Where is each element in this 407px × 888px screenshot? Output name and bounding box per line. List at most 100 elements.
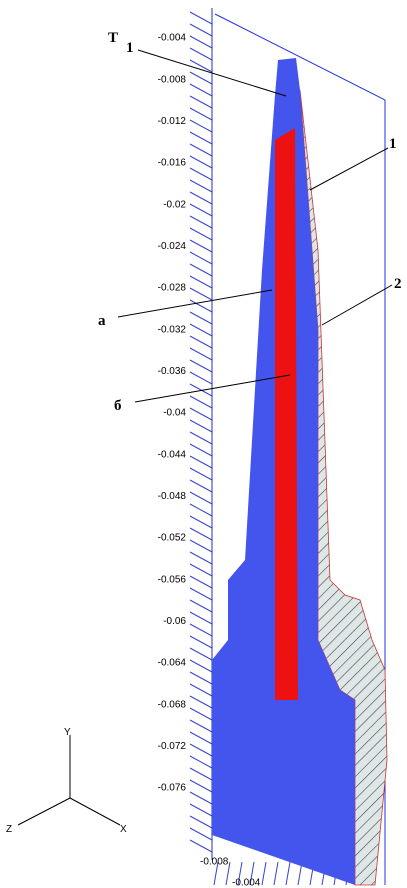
hatch-line [189, 395, 213, 409]
hatch-line [189, 779, 213, 793]
hatch-line [189, 131, 213, 145]
hatch-line [189, 11, 213, 25]
hatch-line [189, 59, 213, 73]
hatch-line [189, 107, 213, 121]
hatch-line [189, 503, 213, 517]
hatch-line [189, 827, 213, 841]
axis-label: -0.052 [158, 533, 187, 544]
hatch-line [189, 671, 213, 685]
hatch-line [189, 311, 213, 325]
hatch-line [189, 755, 213, 769]
callout-b: б [114, 398, 122, 414]
hatch-line [189, 839, 213, 853]
hatch-line [189, 563, 213, 577]
axis-z: Z [6, 824, 12, 835]
hatch-line [189, 647, 213, 661]
callout-2: 2 [394, 276, 402, 292]
axis-label: -0.036 [158, 366, 187, 377]
hatch-line [237, 861, 243, 886]
hatch-line [189, 431, 213, 445]
hatch-line [189, 743, 213, 757]
axis-label: -0.048 [158, 491, 187, 502]
hatch-line [189, 359, 213, 373]
hatch-line [189, 215, 213, 229]
bottom-label: -0.004 [232, 878, 261, 888]
hatch-line [189, 371, 213, 385]
hatch-line [189, 47, 213, 61]
axis-label: -0.072 [158, 741, 187, 752]
hatch-line [189, 491, 213, 505]
callout-a: а [98, 313, 106, 329]
hatch-line [189, 635, 213, 649]
hatch-line [189, 119, 213, 133]
coordinate-triad [17, 735, 121, 826]
hatch-line [213, 861, 219, 886]
hatch-line [189, 35, 213, 49]
hatch-line [189, 287, 213, 301]
hatch-line [189, 239, 213, 253]
axis-label: -0.044 [158, 449, 187, 460]
hatched-region [299, 89, 388, 886]
axis-label: -0.056 [158, 574, 187, 585]
frame [214, 13, 386, 885]
callout-t: T [108, 30, 118, 46]
hatch-line [189, 71, 213, 85]
axis-label: -0.06 [163, 616, 186, 627]
hatch-line [189, 719, 213, 733]
hatch-line [189, 263, 213, 277]
hatch-line [189, 575, 213, 589]
axis-label: -0.064 [158, 658, 187, 669]
hatch-line [189, 83, 213, 97]
hatch-line [189, 791, 213, 805]
hatch-line [189, 323, 213, 337]
hatch-line [189, 539, 213, 553]
axis-label: -0.024 [158, 241, 187, 252]
axis-label: -0.04 [163, 408, 186, 419]
hatch-line [189, 683, 213, 697]
hatch-line [189, 803, 213, 817]
hatch-line [189, 299, 213, 313]
hatch-line [189, 611, 213, 625]
axis-label: -0.016 [158, 158, 187, 169]
hatch-line [189, 95, 213, 109]
hatch-line [189, 179, 213, 193]
hatch-line [189, 275, 213, 289]
hatch-line [189, 551, 213, 565]
hatch-line [189, 155, 213, 169]
hatch-line [189, 599, 213, 613]
hatch-line [189, 443, 213, 457]
hatch-line [189, 587, 213, 601]
red-core [275, 128, 298, 700]
hatch-line [189, 167, 213, 181]
callout-1: 1 [389, 136, 397, 152]
hatch-line [249, 861, 255, 886]
hatch-line [189, 227, 213, 241]
hatch-line [189, 407, 213, 421]
hatch-line [189, 143, 213, 157]
hatch-line [261, 861, 267, 886]
hatch-line [189, 659, 213, 673]
hatch-line [273, 861, 279, 886]
hatch-line [189, 479, 213, 493]
hatch-line [285, 861, 291, 886]
hatch-line [189, 527, 213, 541]
hatch-line [189, 767, 213, 781]
hatch-line [189, 455, 213, 469]
axis-x: X [120, 824, 127, 835]
axis-label: -0.068 [158, 699, 187, 710]
axis-label: -0.008 [158, 74, 187, 85]
hatch-line [189, 335, 213, 349]
hatch-line [189, 731, 213, 745]
hatch-line [189, 251, 213, 265]
bottom-label: -0.008 [200, 857, 229, 868]
hatch-line [189, 695, 213, 709]
axis-label: -0.076 [158, 783, 187, 794]
hatch-line [189, 815, 213, 829]
hatch-line [189, 419, 213, 433]
callout-1: 1 [126, 40, 134, 56]
hatch-line [189, 707, 213, 721]
hatch-line [189, 623, 213, 637]
hatch-line [189, 191, 213, 205]
hatch-line [189, 347, 213, 361]
